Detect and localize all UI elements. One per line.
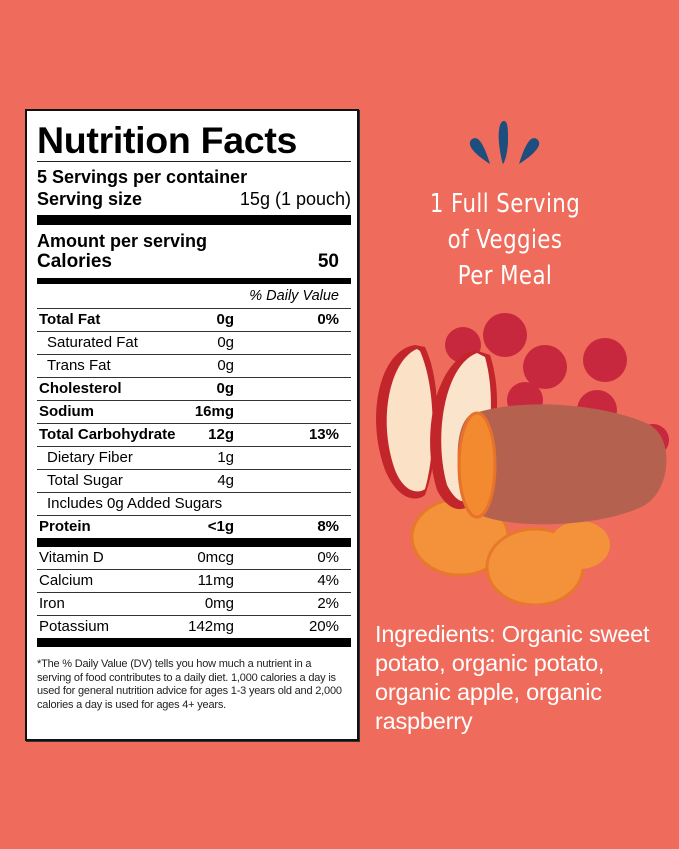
sweet-potato-slices-image: [410, 497, 610, 605]
divider: [37, 161, 351, 162]
nutrient-name: Cholesterol: [39, 380, 122, 397]
nutrient-daily-value: 8%: [317, 518, 339, 535]
thick-divider: [37, 538, 351, 547]
nutrient-amount: 4g: [217, 472, 234, 489]
nutrient-daily-value: 0%: [317, 311, 339, 328]
food-illustration: [376, 313, 669, 605]
nutrient-row: Total Carbohydrate 12g 13%: [37, 423, 351, 446]
nutrient-amount: <1g: [207, 518, 234, 535]
nutrient-daily-value: 20%: [308, 618, 339, 635]
ingredients-text: Ingredients: Organic sweet potato, organ…: [375, 621, 650, 734]
nutrient-amount: 0mcg: [197, 549, 234, 566]
nutrient-name: Vitamin D: [39, 549, 104, 566]
footnote: *The % Daily Value (DV) tells you how mu…: [37, 658, 342, 711]
nutrient-amount: 12g: [208, 426, 234, 443]
vitamin-list: Vitamin D 0mcg 0% Calcium 11mg 4% Iron 0mg 2% Pot…: [37, 547, 351, 638]
sweet-potato-image: [457, 404, 667, 525]
calories-value: 50: [317, 251, 339, 272]
calories-row: Calories 50: [37, 251, 351, 273]
nutrition-facts-label: Nutrition Facts 5 Servings per container…: [25, 109, 359, 741]
daily-value-header: % Daily Value: [249, 288, 339, 304]
nutrient-amount: 142mg: [188, 618, 234, 635]
nutrient-row: Trans Fat 0g: [37, 354, 351, 377]
nutrient-amount: 0mg: [204, 595, 234, 612]
nutrient-row: Saturated Fat 0g: [37, 331, 351, 354]
nutrient-list: Total Fat 0g 0% Saturated Fat 0g Trans Fat 0g C…: [37, 308, 351, 538]
nutrient-amount: 1g: [217, 449, 234, 466]
amount-per-serving: Amount per serving: [37, 231, 208, 251]
tagline: 1 Full Serving of Veggies Per Meal: [415, 186, 595, 294]
tagline-line: Per Meal: [457, 261, 553, 291]
serving-size-value: 15g (1 pouch): [239, 189, 351, 209]
nutrient-row: Calcium 11mg 4%: [37, 569, 351, 592]
label-title: Nutrition Facts: [37, 119, 298, 161]
nutrient-name: Protein: [39, 518, 91, 535]
nutrient-row: Potassium 142mg 20%: [37, 615, 351, 638]
nutrient-daily-value: 13%: [308, 426, 339, 443]
nutrient-name: Iron: [39, 595, 65, 612]
tagline-line: 1 Full Serving: [429, 189, 581, 219]
nutrient-name: Includes 0g Added Sugars: [47, 495, 223, 512]
nutrient-daily-value: 2%: [317, 595, 339, 612]
nutrient-amount: 16mg: [194, 403, 234, 420]
nutrient-amount: 0g: [217, 357, 234, 374]
thick-divider: [37, 638, 351, 647]
nutrient-row: Total Sugar 4g: [37, 469, 351, 492]
calories-label: Calories: [37, 251, 112, 272]
nutrient-row: Dietary Fiber 1g: [37, 446, 351, 469]
nutrient-name: Calcium: [39, 572, 94, 589]
nutrient-name: Total Sugar: [47, 472, 123, 489]
nutrient-name: Total Carbohydrate: [39, 426, 176, 443]
nutrient-row: Vitamin D 0mcg 0%: [37, 547, 351, 569]
nutrient-row: Protein <1g 8%: [37, 515, 351, 538]
nutrient-name: Potassium: [39, 618, 110, 635]
nutrient-row: Sodium 16mg: [37, 400, 351, 423]
nutrient-name: Sodium: [39, 403, 94, 420]
nutrient-amount: 11mg: [197, 572, 234, 589]
tagline-line: of Veggies: [447, 225, 563, 255]
nutrient-amount: 0g: [216, 380, 234, 397]
nutrient-name: Dietary Fiber: [47, 449, 133, 466]
medium-divider: [37, 278, 351, 284]
nutrient-amount: 0g: [216, 311, 234, 328]
nutrient-row: Cholesterol 0g: [37, 377, 351, 400]
nutrient-daily-value: 4%: [317, 572, 339, 589]
splash-drops-icon: [469, 121, 540, 164]
nutrient-name: Saturated Fat: [47, 334, 138, 351]
nutrient-amount: 0g: [217, 334, 234, 351]
serving-size-label: Serving size: [37, 189, 143, 209]
thick-divider: [37, 215, 351, 225]
nutrient-row: Total Fat 0g 0%: [37, 308, 351, 331]
nutrient-daily-value: 0%: [317, 549, 339, 566]
nutrient-name: Total Fat: [39, 311, 101, 328]
nutrient-row: Iron 0mg 2%: [37, 592, 351, 615]
serving-size: Serving size 15g (1 pouch): [37, 188, 351, 210]
nutrient-name: Trans Fat: [47, 357, 111, 374]
nutrient-row: Includes 0g Added Sugars: [37, 492, 351, 515]
servings-per-container: 5 Servings per container: [37, 167, 248, 187]
